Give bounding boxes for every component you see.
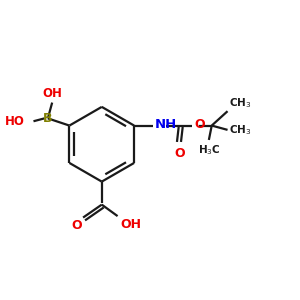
Text: H$_3$C: H$_3$C <box>197 143 220 157</box>
Text: O: O <box>174 147 184 160</box>
Text: CH$_3$: CH$_3$ <box>229 96 251 110</box>
Text: CH$_3$: CH$_3$ <box>229 123 251 137</box>
Text: HO: HO <box>5 115 25 128</box>
Text: B: B <box>43 112 52 125</box>
Text: O: O <box>194 118 205 130</box>
Text: O: O <box>71 219 82 232</box>
Text: NH: NH <box>154 118 176 130</box>
Text: OH: OH <box>121 218 142 231</box>
Text: OH: OH <box>42 87 62 100</box>
